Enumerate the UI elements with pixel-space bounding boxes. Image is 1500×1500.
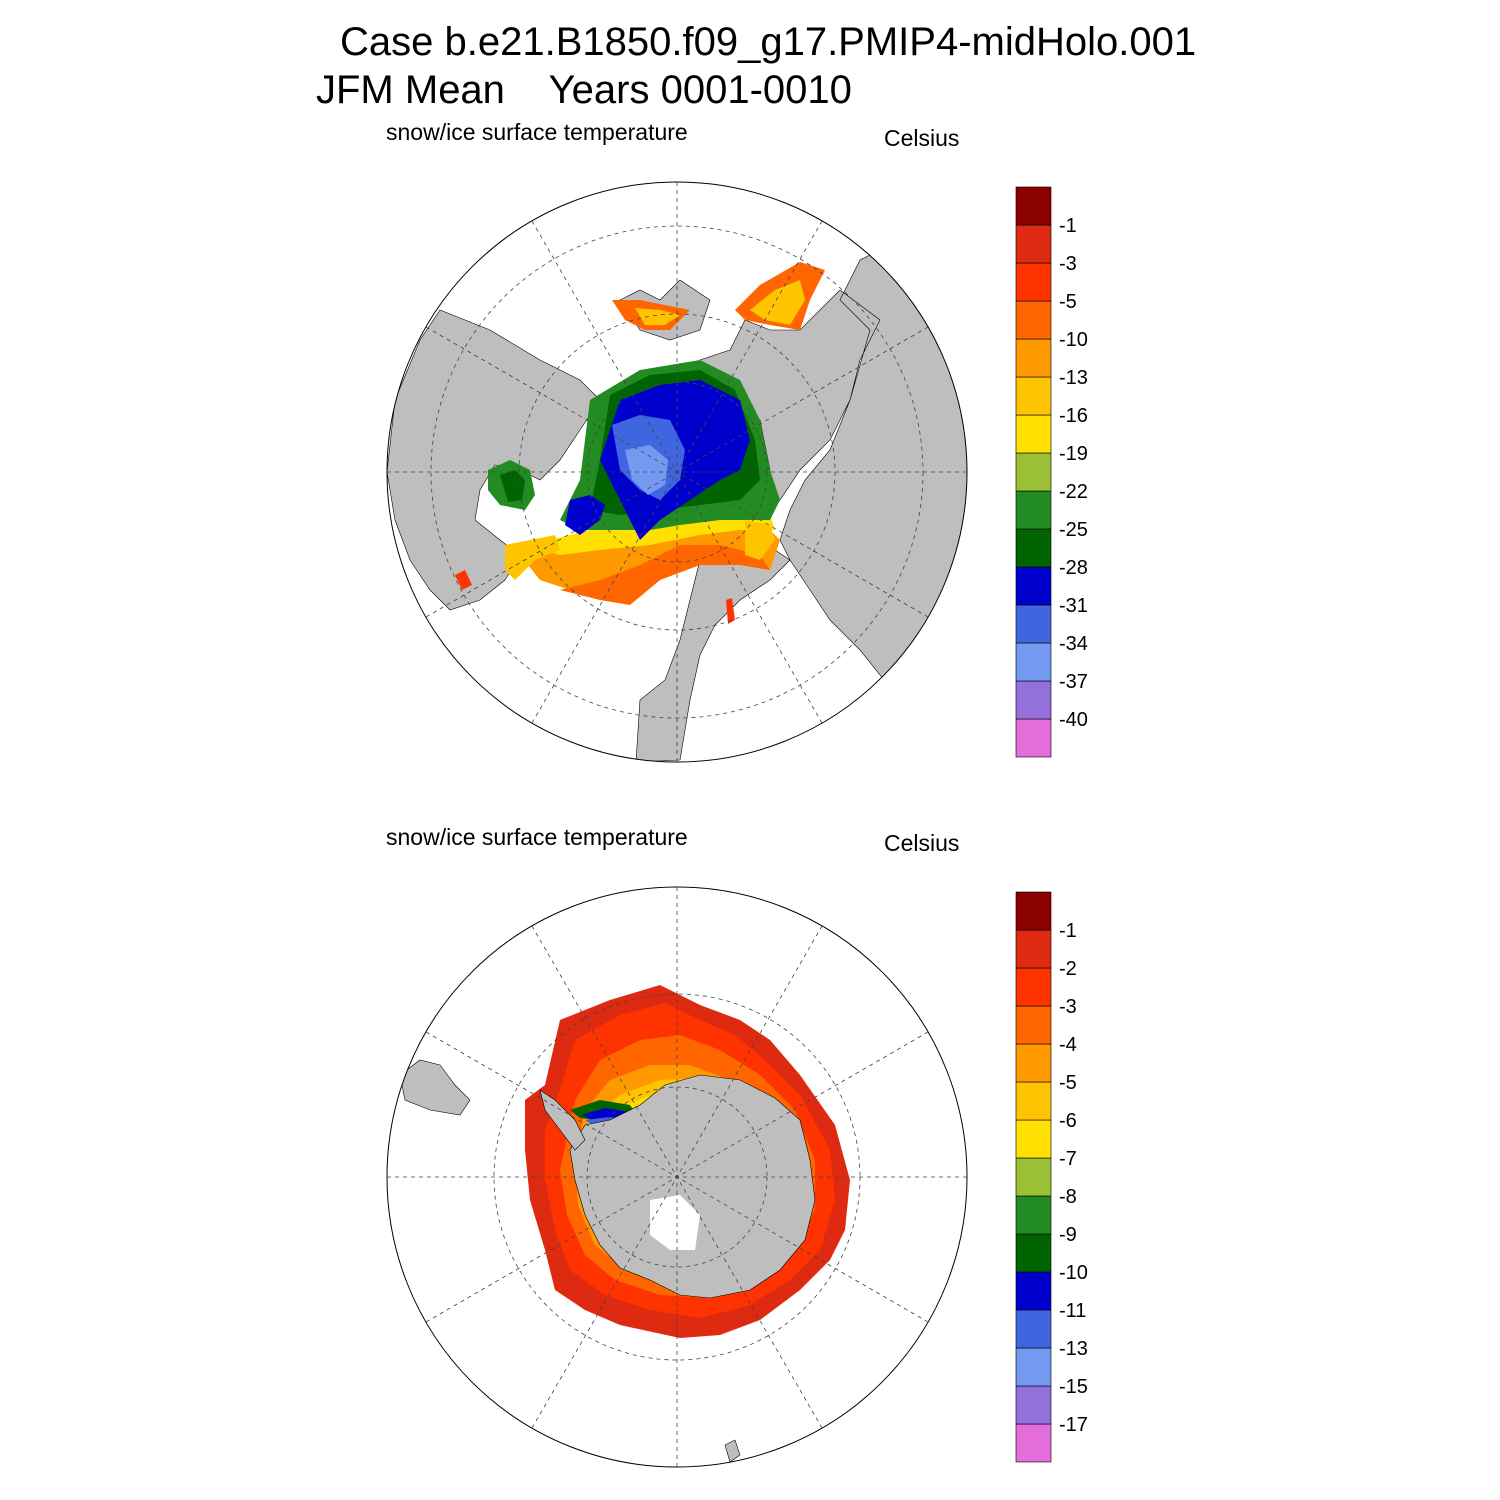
south-colorbar-label: -17 [1059,1414,1088,1436]
north-colorbar-label: -37 [1059,671,1088,693]
south-colorbar-box [1015,1043,1052,1083]
south-colorbar-box [1015,1081,1052,1121]
south-colorbar-label: -2 [1059,958,1077,980]
south-colorbar-label: -4 [1059,1034,1077,1056]
south-colorbar-box [1015,1233,1052,1273]
north-colorbar-label: -10 [1059,329,1088,351]
south-colorbar-box [1015,1195,1052,1235]
south-ross-shelf [650,1195,700,1250]
south-colorbar-box [1015,967,1052,1007]
south-colorbar-box [1015,1005,1052,1045]
south-field-label: snow/ice surface temperature [386,824,688,850]
south-colorbar-label: -6 [1059,1110,1077,1132]
south-colorbar-label: -3 [1059,996,1077,1018]
north-colorbar-label: -22 [1059,481,1088,503]
north-colorbar-box [1015,376,1052,416]
north-colorbar-label: -28 [1059,557,1088,579]
north-colorbar-box [1015,566,1052,606]
north-units-label: Celsius [884,125,960,151]
north-colorbar: -40 -37 -34 -31 -28 -25 -22 -19 -16 -13 -10 -5 -3 -1 [1015,186,1088,758]
south-colorbar-box [1015,1309,1052,1349]
north-colorbar-box [1015,338,1052,378]
south-colorbar-label: -1 [1059,920,1077,942]
north-colorbar-box [1015,452,1052,492]
case-title: Case b.e21.B1850.f09_g17.PMIP4-midHolo.0… [340,20,1197,64]
north-ice-baffin [565,495,605,535]
south-colorbar-box [1015,929,1052,969]
north-colorbar-label: -3 [1059,253,1077,275]
south-polar-map [386,886,968,1468]
north-colorbar-label: -19 [1059,443,1088,465]
north-colorbar-box [1015,224,1052,264]
south-colorbar-label: -11 [1059,1300,1086,1322]
north-colorbar-box [1015,604,1052,644]
south-colorbar-label: -10 [1059,1262,1088,1284]
south-colorbar: -17 -15 -13 -11 -10 -9 -8 -7 -6 -5 -4 -3 -2 -1 [1015,891,1088,1463]
north-colorbar-box [1015,718,1052,758]
south-units-label: Celsius [884,830,960,856]
north-colorbar-box [1015,414,1052,454]
south-colorbar-label: -13 [1059,1338,1088,1360]
south-colorbar-label: -8 [1059,1186,1077,1208]
south-colorbar-box [1015,1157,1052,1197]
north-polar-map [386,181,968,763]
north-colorbar-label: -16 [1059,405,1088,427]
south-colorbar-box [1015,1347,1052,1387]
south-colorbar-label: -15 [1059,1376,1088,1398]
north-ice-barents [745,520,775,560]
south-colorbar-box [1015,1385,1052,1425]
north-colorbar-box [1015,186,1052,226]
north-colorbar-box [1015,300,1052,340]
north-colorbar-box [1015,642,1052,682]
south-colorbar-label: -9 [1059,1224,1077,1246]
north-ice-orange-edge [560,545,770,605]
north-graticule [387,182,967,762]
north-colorbar-label: -1 [1059,215,1077,237]
north-ice-labrador [505,535,560,580]
north-colorbar-label: -25 [1059,519,1088,541]
north-ice-coldest [625,445,668,495]
south-land-south-america [399,1059,471,1116]
north-colorbar-label: -13 [1059,367,1088,389]
north-colorbar-label: -40 [1059,709,1088,731]
south-colorbar-label: -5 [1059,1072,1077,1094]
north-colorbar-label: -5 [1059,291,1077,313]
north-colorbar-box [1015,680,1052,720]
south-land-new-zealand [724,1439,741,1463]
north-ice-baltic [726,598,735,624]
south-colorbar-box [1015,1423,1052,1463]
north-ice-stlawrence [455,570,472,590]
south-colorbar-box [1015,1119,1052,1159]
south-graticule [387,887,967,1467]
north-ice-okhotsk-inner [750,280,805,325]
south-land-peninsula [539,1089,586,1151]
north-colorbar-box [1015,262,1052,302]
north-colorbar-label: -34 [1059,633,1088,655]
south-colorbar-box [1015,1271,1052,1311]
south-colorbar-box [1015,891,1052,931]
north-ice-yellow [530,515,775,555]
south-colorbar-label: -7 [1059,1148,1077,1170]
north-colorbar-box [1015,490,1052,530]
north-field-label: snow/ice surface temperature [386,119,688,145]
period-title: JFM Mean Years 0001-0010 [316,68,852,112]
north-colorbar-box [1015,528,1052,568]
north-colorbar-label: -31 [1059,595,1088,617]
north-ice-bering-inner [635,308,680,325]
